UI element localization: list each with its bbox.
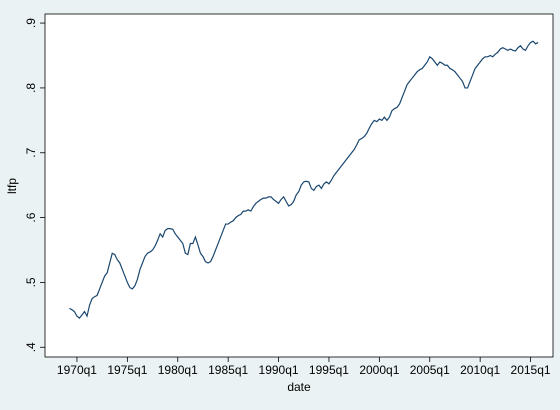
y-tick-label: .4 bbox=[24, 342, 38, 352]
x-tick-label: 2010q1 bbox=[460, 363, 500, 377]
y-tick-label: .5 bbox=[24, 277, 38, 287]
x-tick-label: 1995q1 bbox=[309, 363, 349, 377]
y-tick-label: .9 bbox=[24, 18, 38, 28]
plot-area bbox=[44, 13, 554, 358]
x-tick-label: 2005q1 bbox=[410, 363, 450, 377]
x-tick-label: 1975q1 bbox=[107, 363, 147, 377]
x-tick-label: 1985q1 bbox=[208, 363, 248, 377]
x-tick-label: 1970q1 bbox=[57, 363, 97, 377]
y-axis-label: ltfp bbox=[5, 178, 19, 194]
y-tick-label: .8 bbox=[24, 83, 38, 93]
x-tick-label: 2015q1 bbox=[511, 363, 551, 377]
x-axis-label: date bbox=[287, 380, 311, 394]
y-tick-label: .7 bbox=[24, 147, 38, 157]
line-series bbox=[69, 40, 539, 319]
x-tick-label: 2000q1 bbox=[359, 363, 399, 377]
x-tick-label: 1980q1 bbox=[158, 363, 198, 377]
x-tick-label: 1990q1 bbox=[259, 363, 299, 377]
y-tick-label: .6 bbox=[24, 212, 38, 222]
